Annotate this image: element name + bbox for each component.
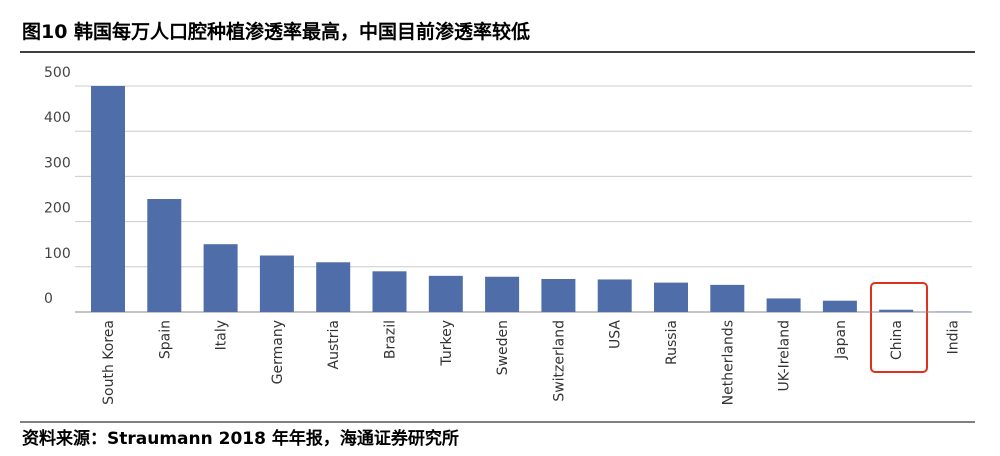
bar bbox=[316, 262, 351, 312]
bar bbox=[428, 275, 463, 312]
bar bbox=[654, 282, 688, 312]
y-tick-label: 0 bbox=[44, 291, 53, 307]
x-tick-label: Turkey bbox=[439, 320, 455, 367]
chart-title: 图10 韩国每万人口腔种植渗透率最高，中国目前渗透率较低 bbox=[22, 20, 530, 43]
y-tick-label: 300 bbox=[44, 155, 71, 171]
x-tick-label: UK-Ireland bbox=[777, 320, 793, 391]
bar bbox=[259, 255, 294, 312]
bar bbox=[597, 279, 632, 312]
bar bbox=[91, 86, 125, 312]
bar bbox=[372, 271, 407, 312]
y-tick-label: 100 bbox=[44, 246, 71, 262]
source: 资料来源：Straumann 2018 年年报，海通证券研究所 bbox=[22, 428, 459, 449]
x-tick-label: Italy bbox=[214, 320, 230, 350]
y-tick-label: 200 bbox=[44, 201, 71, 217]
bar bbox=[203, 244, 238, 312]
x-tick-label: Spain bbox=[157, 320, 173, 359]
x-tick-label: Russia bbox=[664, 320, 680, 365]
x-tick-label: India bbox=[946, 320, 962, 354]
bar bbox=[147, 199, 182, 312]
x-tick-label: USA bbox=[608, 320, 624, 349]
bar bbox=[822, 300, 857, 312]
x-tick-label: Germany bbox=[270, 320, 286, 384]
bar bbox=[710, 284, 745, 312]
bar bbox=[541, 279, 576, 312]
bar bbox=[935, 311, 970, 313]
x-tick-label: Netherlands bbox=[720, 320, 736, 405]
x-tick-label: China bbox=[889, 320, 905, 360]
x-tick-label: Switzerland bbox=[551, 320, 567, 402]
x-tick-label: Austria bbox=[326, 320, 342, 369]
x-tick-label: Brazil bbox=[383, 320, 399, 359]
bar bbox=[879, 309, 914, 312]
x-tick-label: Sweden bbox=[495, 320, 511, 375]
highlight-box bbox=[870, 282, 928, 373]
x-tick-label: Japan bbox=[833, 320, 849, 360]
bar bbox=[766, 298, 801, 312]
y-tick-label: 400 bbox=[44, 110, 71, 126]
bar bbox=[485, 276, 520, 312]
y-tick-label: 500 bbox=[44, 65, 71, 81]
x-tick-label: South Korea bbox=[101, 320, 117, 405]
